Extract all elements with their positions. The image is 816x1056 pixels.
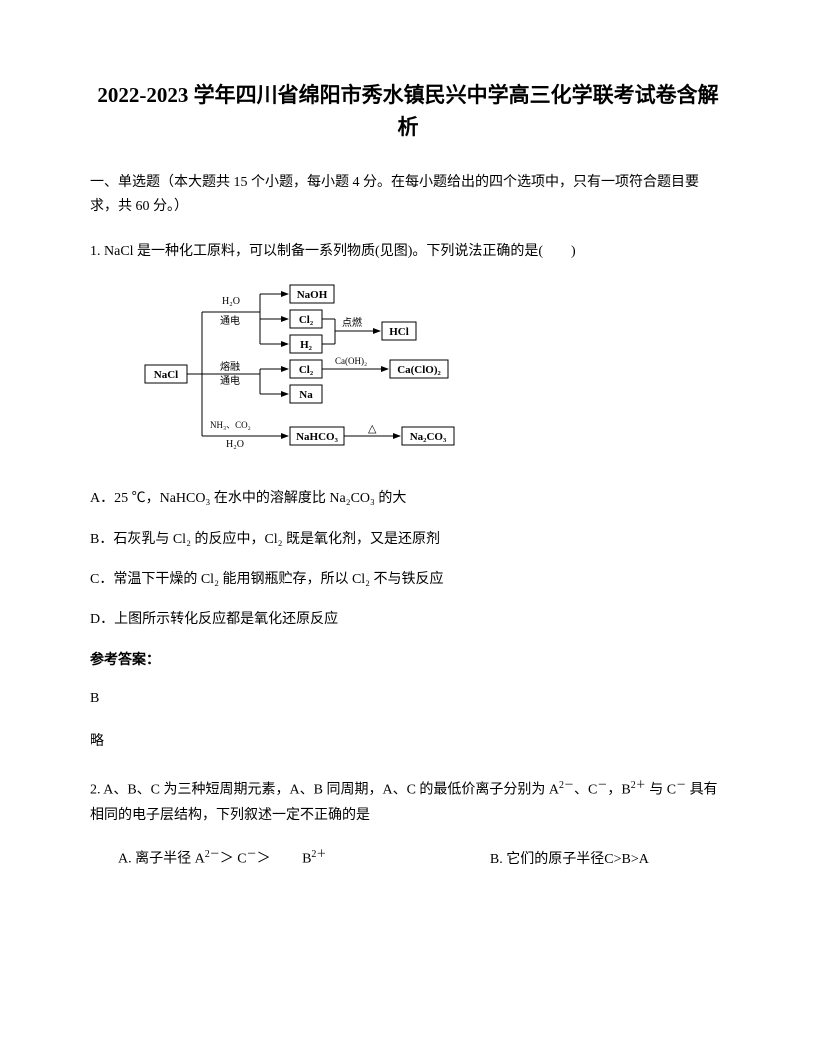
q2-opta-sup3: 2＋ [311, 849, 326, 860]
charge-2plus: 2＋ [631, 780, 646, 791]
svg-text:Na₂CO₃: Na₂CO₃ [410, 431, 447, 443]
question-1: 1. NaCl 是一种化工原料，可以制备一系列物质(见图)。下列说法正确的是( … [90, 239, 726, 264]
q1-diagram: NaCl H₂O 通电 NaOH Cl₂ H₂ 点燃 HCl 熔融 通电 [140, 282, 726, 470]
charge-minus-2: － [676, 780, 686, 791]
q2-opta-p3: ＞ [257, 852, 271, 867]
question-2: 2. A、B、C 为三种短周期元素，A、B 同周期，A、C 的最低价离子分别为 … [90, 777, 726, 828]
svg-text:通电: 通电 [220, 374, 240, 387]
charge-2minus: 2－ [559, 780, 574, 791]
q2-stem-p2: 、C [574, 783, 597, 798]
svg-text:△: △ [368, 423, 377, 435]
svg-text:Ca(OH)₂: Ca(OH)₂ [335, 356, 367, 366]
svg-text:H₂O: H₂O [222, 296, 240, 307]
q1-stem: 1. NaCl 是一种化工原料，可以制备一系列物质(见图)。下列说法正确的是( … [90, 239, 726, 264]
q1-answer: B [90, 688, 726, 710]
svg-text:Cl₂: Cl₂ [299, 314, 314, 326]
q2-opta-sup2: － [247, 849, 257, 860]
q1-explanation: 略 [90, 731, 726, 753]
svg-text:H₂: H₂ [300, 339, 313, 351]
svg-text:Cl₂: Cl₂ [299, 364, 314, 376]
svg-text:Na: Na [299, 389, 313, 401]
section-1-header: 一、单选题（本大题共 15 个小题，每小题 4 分。在每小题给出的四个选项中，只… [90, 171, 726, 219]
svg-text:通电: 通电 [220, 314, 240, 327]
svg-text:Ca(ClO)₂: Ca(ClO)₂ [397, 364, 441, 376]
svg-text:NaOH: NaOH [297, 289, 328, 301]
svg-text:H₂O: H₂O [226, 439, 244, 450]
q2-stem-p1: 2. A、B、C 为三种短周期元素，A、B 同周期，A、C 的最低价离子分别为 … [90, 783, 559, 798]
flowchart-svg: NaCl H₂O 通电 NaOH Cl₂ H₂ 点燃 HCl 熔融 通电 [140, 282, 480, 462]
q1-options: A．25 ℃，NaHCO₃ 在水中的溶解度比 Na₂CO₃ 的大 B．石灰乳与 … [90, 488, 726, 632]
svg-text:点燃: 点燃 [342, 316, 362, 329]
q1-option-d: D．上图所示转化反应都是氧化还原反应 [90, 609, 726, 631]
answer-label: 参考答案： [90, 650, 726, 672]
q2-options: A. 离子半径 A2－＞ C－＞ B2＋ B. 它们的原子半径C>B>A [90, 846, 726, 872]
q1-option-a: A．25 ℃，NaHCO₃ 在水中的溶解度比 Na₂CO₃ 的大 [90, 488, 726, 510]
q2-opta-p1: A. 离子半径 A [118, 852, 205, 867]
svg-text:熔融: 熔融 [220, 360, 240, 373]
svg-text:NaHCO₃: NaHCO₃ [296, 431, 339, 443]
charge-minus: － [597, 780, 607, 791]
svg-text:NH₃、CO₂: NH₃、CO₂ [210, 420, 251, 430]
svg-text:NaCl: NaCl [154, 369, 178, 381]
q2-opta-sup1: 2－ [205, 849, 220, 860]
q2-stem-p3: ，B [607, 783, 630, 798]
q1-option-c: C．常温下干燥的 Cl₂ 能用钢瓶贮存，所以 Cl₂ 不与铁反应 [90, 569, 726, 591]
exam-title: 2022-2023 学年四川省绵阳市秀水镇民兴中学高三化学联考试卷含解析 [90, 80, 726, 143]
q2-opta-p2: ＞ C [220, 852, 247, 867]
q2-stem-p4: 与 C [646, 783, 676, 798]
q2-optb: B. 它们的原子半径C>B>A [490, 852, 649, 867]
q1-option-b: B．石灰乳与 Cl₂ 的反应中，Cl₂ 既是氧化剂，又是还原剂 [90, 529, 726, 551]
svg-text:HCl: HCl [389, 326, 409, 338]
